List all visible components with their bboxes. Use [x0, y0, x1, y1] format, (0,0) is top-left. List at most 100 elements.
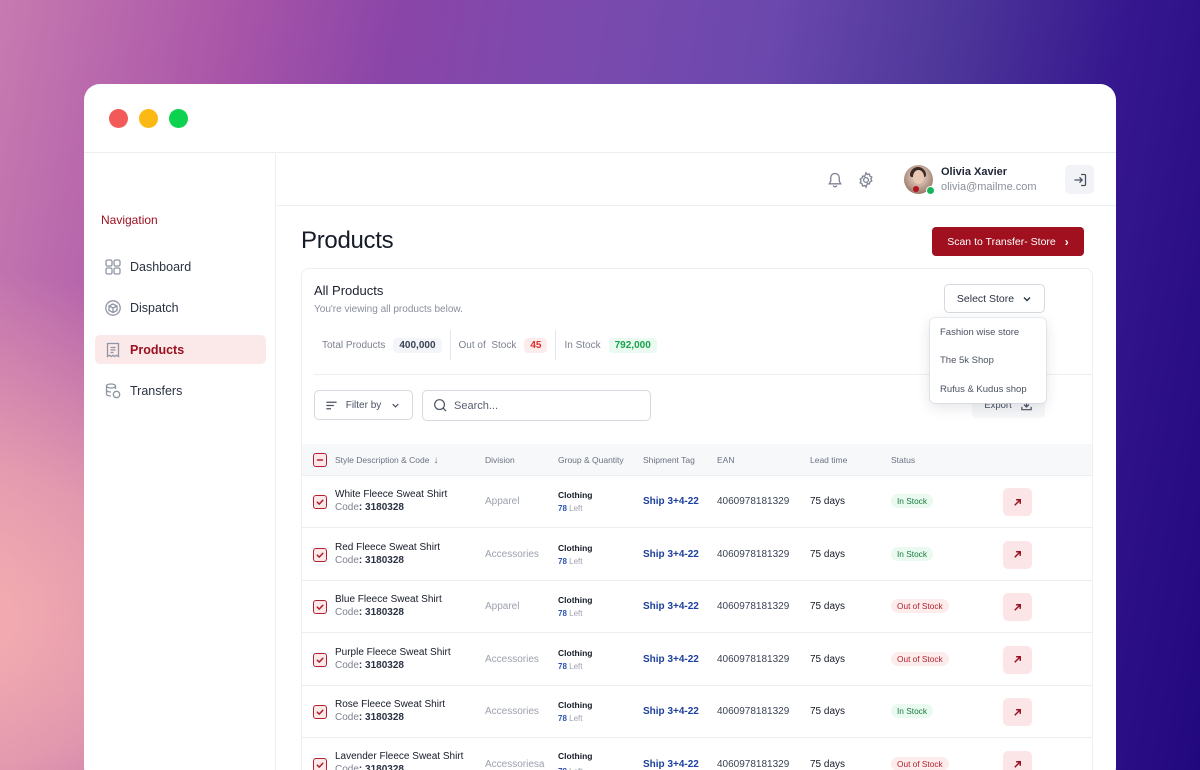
row-checkbox[interactable] [313, 495, 327, 509]
card-title: All Products [314, 283, 384, 298]
status-badge: In Stock [891, 494, 933, 508]
quantity: 78 Left [558, 556, 583, 566]
division: Accessories [485, 653, 539, 665]
avatar[interactable] [904, 165, 935, 195]
check-icon [316, 762, 324, 768]
check-icon [316, 657, 324, 663]
column-header-ean[interactable]: EAN [717, 455, 735, 465]
table-row[interactable]: Purple Fleece Sweat Shirt Code: 3180328 … [302, 634, 1092, 686]
column-header-lead-time[interactable]: Lead time [810, 455, 848, 465]
check-icon [316, 499, 324, 505]
sidebar-item-dashboard[interactable]: Dashboard [95, 252, 266, 281]
store-option-fashion-wise[interactable]: Fashion wise store [940, 326, 1020, 338]
online-status-dot [926, 186, 935, 195]
table-row[interactable]: Lavender Fleece Sweat Shirt Code: 318032… [302, 739, 1092, 770]
row-checkbox[interactable] [313, 705, 327, 719]
shipment-tag-link[interactable]: Ship 3+4-22 [643, 601, 699, 612]
row-checkbox[interactable] [313, 547, 327, 562]
top-bar: Olivia Xavier olivia@mailme.com [277, 154, 1116, 206]
close-window-button[interactable] [109, 109, 128, 128]
table-row[interactable]: Red Fleece Sweat Shirt Code: 3180328 Acc… [302, 529, 1092, 581]
group: Clothing [558, 750, 593, 761]
division: Apparel [485, 496, 520, 507]
table-row[interactable]: Blue Fleece Sweat Shirt Code: 3180328 Ap… [302, 581, 1092, 633]
column-header-group[interactable]: Group & Quantity [558, 455, 624, 465]
shipment-tag-link[interactable]: Ship 3+4-22 [643, 653, 699, 665]
status-badge: Out of Stock [891, 651, 949, 666]
maximize-window-button[interactable] [169, 109, 188, 128]
quantity: 78 Left [558, 661, 583, 671]
open-row-button[interactable] [1003, 698, 1032, 726]
bell-icon[interactable] [826, 171, 844, 189]
row-checkbox[interactable] [313, 652, 327, 667]
sidebar-item-label: Products [130, 342, 185, 357]
arrow-up-right-icon [1014, 761, 1021, 768]
group: Clothing [558, 595, 593, 605]
box-icon [104, 299, 122, 317]
table-row[interactable]: White Fleece Sweat Shirt Code: 3180328 A… [302, 476, 1092, 528]
logout-button[interactable] [1065, 165, 1094, 194]
row-checkbox[interactable] [313, 757, 327, 770]
stat-in-stock: In Stock 792,000 [555, 330, 664, 360]
product-name: Blue Fleece Sweat Shirt [335, 594, 442, 605]
select-store-dropdown[interactable]: Select Store [944, 284, 1045, 313]
shipment-tag-link[interactable]: Ship 3+4-22 [643, 496, 699, 507]
sidebar-item-products[interactable]: Products [95, 335, 266, 364]
status-badge: Out of Stock [891, 756, 949, 770]
shipment-tag-link[interactable]: Ship 3+4-22 [643, 758, 699, 770]
search-input[interactable] [454, 399, 634, 412]
page-title: Products [301, 227, 394, 254]
minimize-window-button[interactable] [139, 109, 158, 128]
product-code: Code: 3180328 [335, 712, 404, 723]
sort-down-icon: ↓ [433, 454, 439, 466]
store-option-5k-shop[interactable]: The 5k Shop [940, 355, 994, 367]
sidebar-item-transfers[interactable]: Transfers [95, 376, 266, 405]
row-checkbox[interactable] [313, 600, 327, 614]
product-name: Red Fleece Sweat Shirt [335, 541, 441, 553]
stat-value: 400,000 [393, 337, 442, 353]
status-badge: In Stock [891, 704, 933, 718]
column-header-division[interactable]: Division [485, 455, 515, 465]
open-row-button[interactable] [1003, 593, 1032, 621]
ean: 4060978181329 [717, 758, 790, 770]
column-header-shipment[interactable]: Shipment Tag [643, 455, 695, 465]
divider [314, 374, 1092, 375]
product-name: White Fleece Sweat Shirt [335, 489, 448, 500]
open-row-button[interactable] [1003, 540, 1032, 569]
table-row[interactable]: Rose Fleece Sweat Shirt Code: 3180328 Ac… [302, 686, 1092, 738]
group: Clothing [558, 490, 593, 500]
open-row-button[interactable] [1003, 750, 1032, 770]
gear-icon[interactable] [857, 171, 875, 189]
sidebar: Navigation Dashboard Dispatch Products T… [84, 154, 276, 770]
ean: 4060978181329 [717, 601, 790, 612]
filter-by-button[interactable]: Filter by [314, 390, 413, 420]
arrow-up-right-icon [1014, 708, 1021, 716]
shipment-tag-link[interactable]: Ship 3+4-22 [643, 548, 699, 560]
lead-time: 75 days [810, 601, 846, 612]
select-all-checkbox[interactable] [313, 453, 327, 467]
division: Accessories [485, 706, 539, 717]
filter-lines-icon [326, 401, 337, 409]
lead-time: 75 days [810, 706, 846, 717]
lead-time: 75 days [810, 496, 846, 507]
open-row-button[interactable] [1003, 645, 1032, 674]
sidebar-item-dispatch[interactable]: Dispatch [95, 293, 266, 322]
window-titlebar [84, 84, 1116, 153]
column-header-style[interactable]: Style Description & Code ↓ [335, 454, 439, 466]
column-header-status[interactable]: Status [891, 455, 916, 465]
search-field[interactable] [422, 390, 651, 421]
arrow-up-right-icon [1014, 551, 1021, 558]
product-name: Lavender Fleece Sweat Shirt [335, 750, 464, 762]
store-option-rufus-kudus[interactable]: Rufus & Kudus shop [940, 383, 1027, 395]
sidebar-item-label: Dashboard [130, 259, 192, 274]
scan-to-transfer-button[interactable]: Scan to Transfer- Store › [932, 227, 1084, 256]
division: Apparel [485, 601, 520, 612]
group: Clothing [558, 647, 593, 658]
division: Accessoriesa [485, 758, 545, 770]
quantity: 78 Left [558, 767, 582, 770]
receipt-icon [104, 341, 122, 359]
arrow-up-right-icon [1014, 656, 1021, 663]
open-row-button[interactable] [1003, 488, 1032, 516]
shipment-tag-link[interactable]: Ship 3+4-22 [643, 706, 699, 717]
store-dropdown-menu: Fashion wise store The 5k Shop Rufus & K… [930, 318, 1046, 403]
